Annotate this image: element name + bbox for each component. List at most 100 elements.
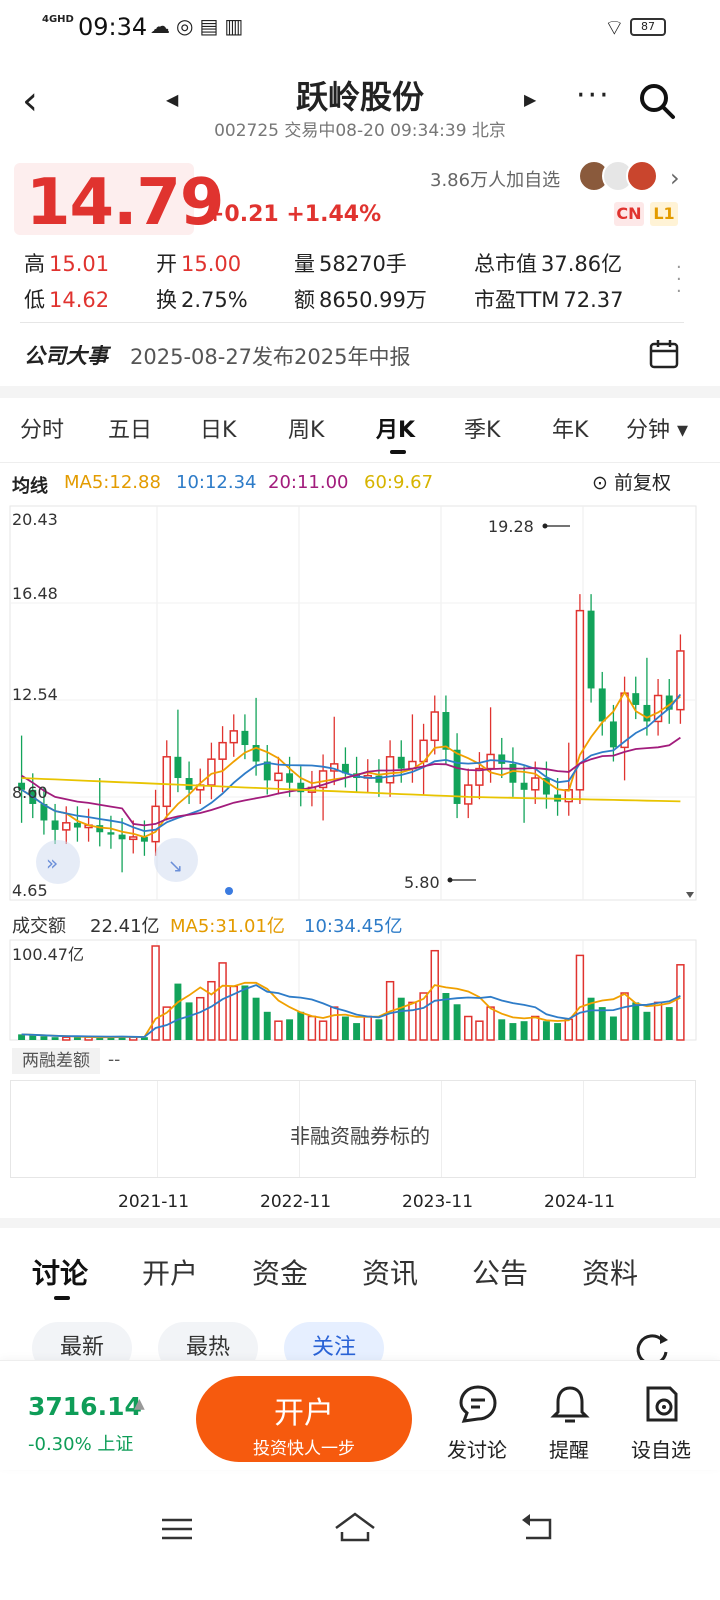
volume-ma10-line [21,984,681,1038]
prev-stock-icon[interactable]: ◀ [166,90,179,109]
arrow-down-right-icon: ↘ [168,856,183,877]
candle-body [18,782,26,790]
candle-body [598,688,606,722]
market-badge: CN [614,202,644,226]
tab-monthly-k[interactable]: 月K [376,418,416,443]
volume-bar [363,1015,372,1041]
margin-label[interactable]: 两融差额 [12,1048,100,1074]
more-icon[interactable]: ··· [576,78,611,113]
expand-stats-icon[interactable]: · · · [676,257,682,302]
kline-chart[interactable]: 20.43 16.48 12.54 8.60 4.65 19.28 5.80 »… [0,500,720,1060]
volume-bar [252,997,260,1040]
volume-bar [554,1023,562,1040]
candle-body [653,694,663,723]
low-marker: 5.80 [404,873,440,892]
volume-bar [598,1007,606,1040]
stat-low: 低 14.62 [24,288,110,312]
bell-icon[interactable] [548,1382,592,1426]
back-icon[interactable]: ‹ [22,78,38,124]
network-indicator: 4GHD [42,14,74,25]
candle-body [531,777,540,791]
followers-count[interactable]: 3.86万人加自选 [430,170,561,191]
candle-body [107,832,115,835]
tab-news[interactable]: 资讯 [362,1257,419,1290]
y-tick-label: 20.43 [12,510,58,529]
tab-underline [54,1296,70,1300]
candle-body [453,749,461,804]
index-change[interactable]: -0.30% 上证 [28,1434,134,1455]
volume-bar [274,1020,283,1041]
volume-bar [408,1001,417,1041]
stock-subtitle: 002725 交易中08-20 09:34:39 北京 [214,121,506,141]
set-watchlist-label[interactable]: 设自选 [631,1438,691,1462]
search-icon[interactable] [638,82,676,120]
volume-bar [564,1018,573,1041]
volume-bar [587,997,595,1040]
tab-daily-k[interactable]: 日K [200,418,237,443]
chevron-right-icon[interactable]: › [670,164,680,192]
tab-intraday[interactable]: 分时 [20,418,65,443]
candle-body [632,693,640,705]
volume-bar [442,993,450,1040]
volume-bar [632,1002,640,1040]
y-tick-label: 12.54 [12,685,58,704]
candle-body [318,770,328,789]
follower-avatars[interactable] [578,160,660,194]
tab-funds[interactable]: 资金 [252,1257,309,1290]
tab-minute[interactable]: 分钟 ▾ [626,418,689,443]
volume-bar [207,980,216,1041]
stat-amount: 额 8650.99万 [294,288,427,312]
volume-bar [676,964,685,1041]
tab-announcements[interactable]: 公告 [472,1257,529,1290]
volume-bar [643,1011,651,1040]
post-discussion-label[interactable]: 发讨论 [447,1438,507,1462]
volume-bar [609,1016,617,1040]
current-price: 14.79 [26,166,224,240]
scroll-left-handle[interactable] [36,840,80,884]
candle-body [442,712,450,750]
candle-body [643,704,651,722]
page-title: 跃岭股份 [295,78,424,116]
menu-icon[interactable] [160,1516,194,1542]
events-text[interactable]: 2025-08-27发布2025年中报 [130,345,411,369]
tab-quarterly-k[interactable]: 季K [464,418,501,443]
volume-bar [330,1006,339,1041]
candle-body [286,773,294,783]
candle-body [509,763,517,783]
watchlist-settings-icon[interactable] [640,1382,684,1426]
volume-bar [62,1036,71,1041]
tab-profile[interactable]: 资料 [582,1257,639,1290]
volume-bar [341,1016,349,1040]
restore-right-toggle[interactable]: ⊙ 前复权 [592,468,671,495]
volume-bar [453,1004,461,1040]
back-nav-icon[interactable] [520,1512,556,1542]
volume-bar [318,1020,328,1041]
tab-yearly-k[interactable]: 年K [552,418,589,443]
volume-bar [575,954,585,1041]
stat-market-cap: 总市值 37.86亿 [474,252,623,276]
ma-label: 均线 [12,476,48,497]
comment-icon[interactable] [456,1382,500,1426]
candle-body [218,741,227,760]
volume-bar [475,1020,484,1041]
next-stock-icon[interactable]: ▶ [524,90,537,109]
volume-max-label: 100.47亿 [12,945,84,964]
candle-body [118,834,126,840]
candle-body [587,610,595,689]
index-value[interactable]: 3716.14 [28,1392,142,1421]
volume-bar [375,1019,383,1040]
tab-open-account[interactable]: 开户 [142,1257,199,1290]
tab-five-day[interactable]: 五日 [108,418,153,443]
stat-volume: 量 58270手 [294,252,407,276]
tab-weekly-k[interactable]: 周K [288,418,325,443]
event-dot [225,887,233,895]
open-account-button[interactable]: 开户 投资快人一步 [196,1376,412,1462]
alert-label[interactable]: 提醒 [549,1438,589,1462]
level-badge: L1 [650,202,678,226]
home-icon[interactable] [332,1510,378,1544]
scroll-right-handle[interactable] [154,838,198,882]
volume-bar [419,992,428,1041]
tab-discussion[interactable]: 讨论 [32,1257,89,1290]
volume-bar [430,949,439,1041]
calendar-icon[interactable] [648,338,680,370]
